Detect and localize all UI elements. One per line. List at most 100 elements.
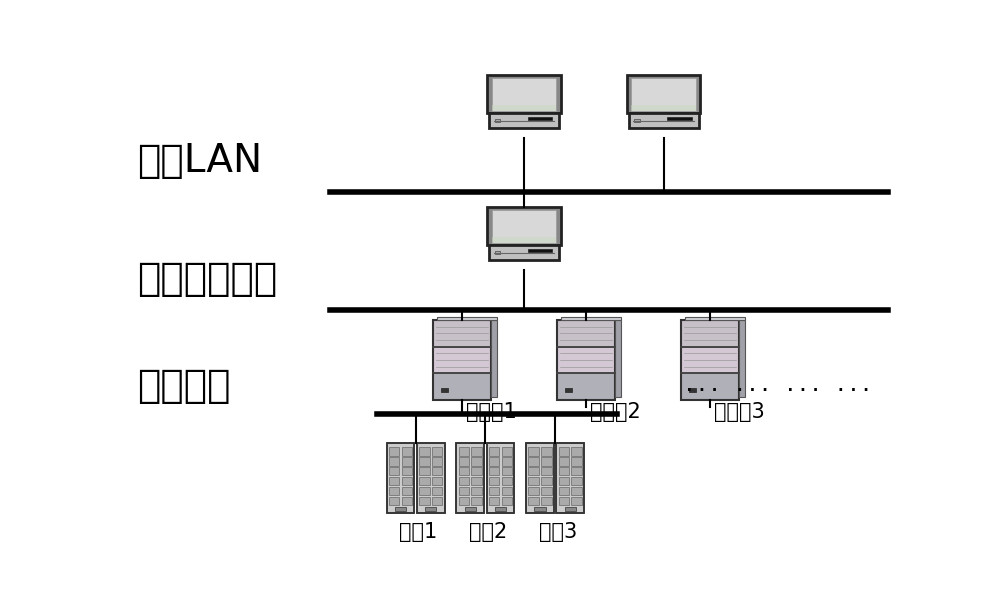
Bar — [471, 496, 482, 505]
Bar — [528, 477, 539, 485]
Bar — [437, 317, 497, 320]
Bar — [502, 477, 512, 485]
Bar — [561, 317, 621, 320]
Bar — [471, 457, 482, 466]
Bar — [557, 346, 615, 373]
Bar — [417, 443, 445, 514]
Bar — [419, 467, 430, 475]
Bar — [433, 320, 491, 400]
Bar — [492, 210, 556, 243]
Bar — [471, 467, 482, 475]
Bar — [631, 105, 696, 111]
Bar — [528, 117, 552, 120]
Bar — [541, 447, 552, 456]
Bar — [557, 320, 615, 400]
Bar — [417, 443, 445, 514]
Bar — [395, 507, 406, 511]
Bar — [685, 317, 745, 320]
Bar — [627, 75, 700, 113]
Bar — [559, 457, 569, 466]
Bar — [389, 467, 399, 475]
Bar — [559, 477, 569, 485]
Bar — [433, 373, 491, 400]
Bar — [432, 496, 442, 505]
Bar — [495, 251, 500, 254]
Bar — [502, 447, 512, 456]
Bar — [432, 477, 442, 485]
Bar — [565, 388, 572, 392]
Bar — [615, 320, 621, 397]
Bar — [667, 117, 692, 120]
Bar — [419, 477, 430, 485]
Bar — [492, 237, 556, 243]
Bar — [495, 507, 506, 511]
Bar — [571, 496, 582, 505]
Bar — [571, 457, 582, 466]
Bar — [459, 486, 469, 495]
Bar — [502, 496, 512, 505]
Bar — [459, 477, 469, 485]
Bar — [432, 447, 442, 456]
Bar — [559, 447, 569, 456]
Bar — [459, 447, 469, 456]
Bar — [471, 486, 482, 495]
Bar — [456, 443, 484, 514]
Bar — [402, 477, 412, 485]
Bar — [432, 486, 442, 495]
Bar — [491, 320, 497, 397]
Bar — [465, 507, 476, 511]
Bar — [559, 486, 569, 495]
Bar — [389, 477, 399, 485]
Bar — [571, 477, 582, 485]
Bar — [459, 496, 469, 505]
Bar — [541, 496, 552, 505]
Bar — [489, 457, 499, 466]
Bar — [432, 467, 442, 475]
Bar — [528, 486, 539, 495]
Bar — [629, 113, 699, 128]
Text: 节点1: 节点1 — [399, 522, 438, 542]
Text: 通信总线: 通信总线 — [137, 368, 230, 405]
Bar — [419, 457, 430, 466]
Bar — [559, 467, 569, 475]
Bar — [389, 447, 399, 456]
Bar — [495, 119, 500, 122]
Text: 信息LAN: 信息LAN — [137, 142, 262, 180]
Bar — [487, 443, 514, 514]
Bar — [739, 320, 745, 397]
Bar — [492, 105, 556, 111]
Text: ... ... ... ...: ... ... ... ... — [683, 375, 872, 395]
Bar — [528, 447, 539, 456]
Bar — [402, 486, 412, 495]
Bar — [387, 443, 414, 514]
Bar — [441, 388, 448, 392]
Bar — [526, 443, 554, 514]
Bar — [559, 496, 569, 505]
Bar — [689, 388, 696, 392]
Bar — [528, 457, 539, 466]
Bar — [571, 467, 582, 475]
Bar — [681, 320, 739, 400]
Bar — [402, 457, 412, 466]
Text: 节点2: 节点2 — [469, 522, 507, 542]
Bar — [432, 457, 442, 466]
Bar — [557, 373, 615, 400]
Bar — [489, 245, 559, 260]
Bar — [489, 477, 499, 485]
Bar — [433, 346, 491, 373]
Bar — [402, 447, 412, 456]
Text: 节点3: 节点3 — [539, 522, 577, 542]
Bar — [528, 496, 539, 505]
Bar — [471, 477, 482, 485]
Text: 控制器间网络: 控制器间网络 — [137, 261, 277, 298]
Text: 控制器1: 控制器1 — [466, 402, 517, 422]
Bar — [681, 346, 739, 373]
Bar — [502, 486, 512, 495]
Bar — [634, 119, 640, 122]
Bar — [541, 477, 552, 485]
Bar — [556, 443, 584, 514]
Bar — [425, 507, 436, 511]
Bar — [389, 486, 399, 495]
Bar — [541, 457, 552, 466]
Text: 控制器3: 控制器3 — [714, 402, 765, 422]
